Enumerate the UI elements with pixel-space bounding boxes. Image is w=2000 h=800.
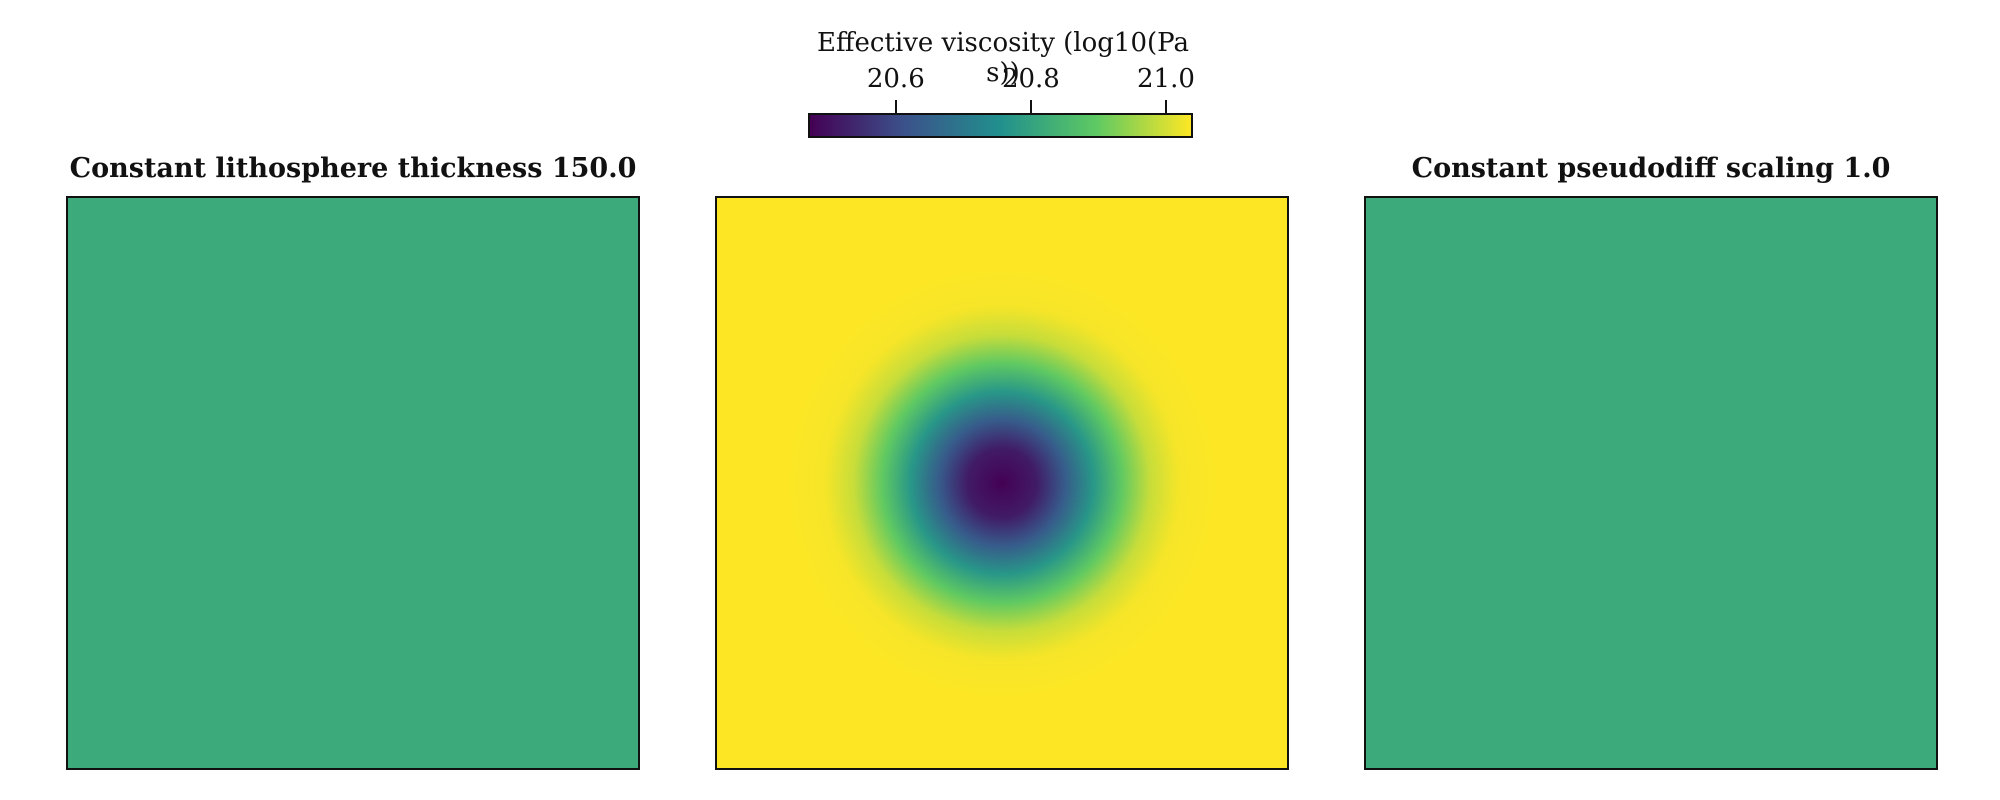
colorbar bbox=[808, 113, 1193, 138]
colorbar-title: Effective viscosity (log10(Pa s)) bbox=[817, 28, 1189, 88]
colorbar-tick-label: 20.6 bbox=[866, 64, 925, 94]
radial-viscosity-field bbox=[717, 198, 1287, 768]
colorbar-tick-label: 21.0 bbox=[1137, 64, 1195, 94]
colorbar-tick bbox=[1164, 100, 1167, 113]
panel-title-right: Constant pseudodiff scaling 1.0 bbox=[1411, 153, 1891, 184]
heatmap-panel-right bbox=[1364, 196, 1938, 770]
colorbar-tick bbox=[1029, 100, 1032, 113]
heatmap-panel-left bbox=[66, 196, 640, 770]
colorbar-tick bbox=[894, 100, 897, 113]
colorbar-tick-label: 20.8 bbox=[1001, 64, 1060, 94]
panel-title-left: Constant lithosphere thickness 150.0 bbox=[69, 153, 637, 184]
heatmap-panel-center bbox=[715, 196, 1289, 770]
heatmap-center-svg bbox=[717, 198, 1287, 768]
